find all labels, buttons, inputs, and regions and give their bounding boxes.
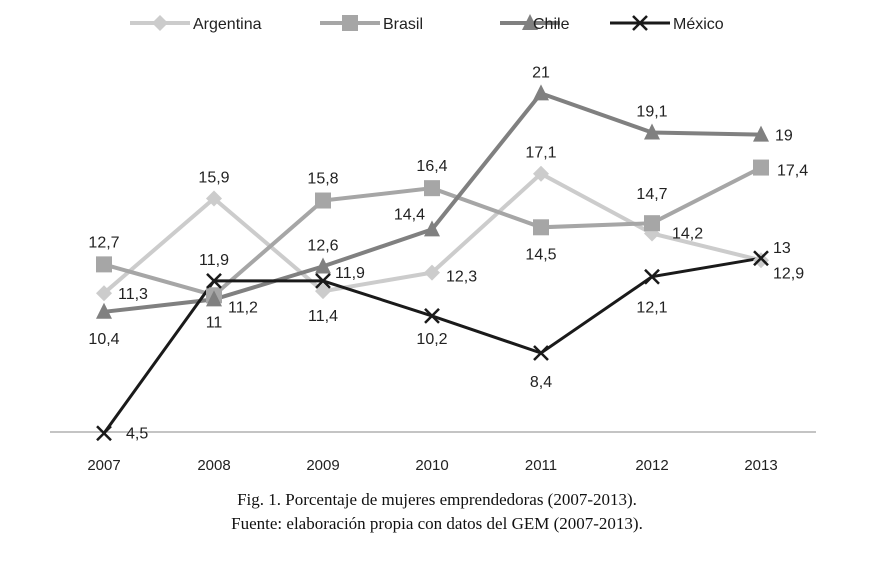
data-label: 15,8	[307, 171, 338, 188]
data-point	[96, 285, 112, 302]
data-label: 10,2	[416, 331, 447, 348]
data-label: 4,5	[126, 425, 148, 442]
x-tick-label: 2012	[635, 457, 668, 474]
data-label: 14,7	[636, 186, 667, 203]
data-point	[315, 192, 331, 209]
data-point	[315, 272, 331, 289]
data-point	[424, 220, 440, 237]
data-label: 19,1	[636, 104, 667, 121]
data-label: 8,4	[530, 374, 552, 391]
data-label: 14,4	[394, 206, 425, 223]
data-label: 11,2	[228, 299, 258, 316]
data-point	[533, 219, 549, 236]
data-label: 12,9	[773, 265, 804, 282]
x-tick-label: 2008	[197, 457, 230, 474]
data-label: 12,1	[636, 300, 667, 317]
figure-source: Fuente: elaboración propia con datos del…	[231, 514, 643, 533]
x-axis-ticks: 2007 2008 2009 2010 2011 2012 2013	[87, 457, 777, 474]
data-point	[424, 307, 440, 324]
data-label: 10,4	[88, 331, 119, 348]
data-label: 12,7	[88, 234, 119, 251]
legend-marker	[342, 15, 358, 31]
x-tick-label: 2007	[87, 457, 120, 474]
data-point	[315, 257, 331, 274]
data-point	[753, 252, 769, 269]
data-point	[644, 215, 660, 232]
x-tick-label: 2013	[744, 457, 777, 474]
line-chart: Argentina Brasil Chile México 2007 2008 2009 2…	[50, 14, 816, 474]
data-point	[644, 268, 660, 285]
data-point	[753, 125, 769, 142]
legend-label: Argentina	[193, 16, 262, 33]
data-point	[753, 250, 769, 267]
data-point	[533, 345, 549, 361]
x-tick-label: 2010	[415, 457, 448, 474]
series-markers	[96, 84, 769, 442]
data-label: 16,4	[416, 158, 447, 175]
data-point	[533, 165, 549, 182]
data-label: 15,9	[198, 169, 229, 186]
data-label: 11,9	[335, 265, 365, 282]
legend-marker	[522, 14, 538, 30]
data-point	[96, 425, 112, 442]
data-point	[424, 264, 440, 281]
data-label: 11	[206, 314, 223, 331]
data-label: 19	[775, 128, 793, 145]
data-label: 14,2	[672, 225, 703, 242]
data-label: 17,1	[525, 145, 556, 162]
data-point	[206, 272, 222, 289]
data-label: 12,6	[307, 237, 338, 254]
data-label: 14,5	[525, 246, 556, 263]
data-point	[533, 84, 549, 101]
data-point	[644, 123, 660, 140]
legend-label: México	[673, 16, 724, 33]
data-point	[96, 302, 112, 319]
data-labels: 11,3 15,9 11,4 12,3 17,1 14,2 12,9 12,7 11,2 15,8…	[88, 64, 808, 442]
data-label: 11,4	[308, 308, 338, 325]
legend-marker	[632, 15, 648, 31]
data-point	[96, 256, 112, 273]
x-tick-label: 2009	[306, 457, 339, 474]
legend-label: Chile	[533, 16, 570, 33]
data-label: 13	[773, 240, 791, 257]
data-label: 11,3	[118, 286, 148, 303]
figure-caption: Fig. 1. Porcentaje de mujeres emprendedo…	[237, 490, 637, 509]
data-point	[753, 159, 769, 176]
chart-legend: Argentina Brasil Chile México	[130, 14, 724, 33]
data-label: 17,4	[777, 163, 808, 180]
data-point	[206, 290, 222, 307]
legend-marker	[152, 15, 168, 31]
data-label: 21	[532, 64, 550, 81]
data-point	[206, 190, 222, 207]
x-tick-label: 2011	[525, 457, 557, 474]
legend-label: Brasil	[383, 16, 423, 33]
data-point	[424, 180, 440, 197]
data-label: 12,3	[446, 269, 477, 286]
data-label: 11,9	[199, 252, 229, 269]
data-point	[315, 283, 331, 300]
